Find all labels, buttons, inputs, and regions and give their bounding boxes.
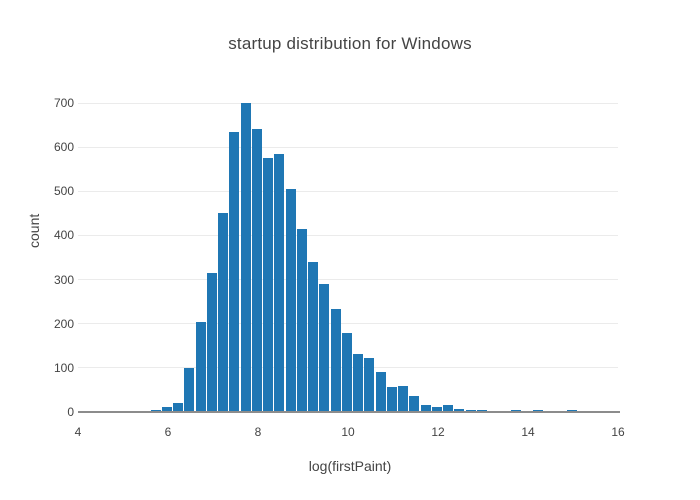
x-axis-title: log(firstPaint) xyxy=(308,458,392,474)
x-tick-label: 10 xyxy=(341,425,355,439)
histogram-bar[interactable] xyxy=(465,409,476,412)
y-axis-title: count xyxy=(26,213,42,248)
histogram-bar[interactable] xyxy=(218,213,229,412)
y-gridline xyxy=(78,190,618,192)
histogram-bar[interactable] xyxy=(443,405,454,412)
x-tick-label: 14 xyxy=(521,425,535,439)
y-tick-label: 700 xyxy=(53,96,74,110)
histogram-bar[interactable] xyxy=(386,386,397,412)
x-tick-label: 8 xyxy=(254,425,262,439)
histogram-bar[interactable] xyxy=(476,409,487,412)
histogram-bar[interactable] xyxy=(184,367,195,412)
y-tick-label: 600 xyxy=(53,140,74,155)
y-tick-label: 500 xyxy=(53,184,74,199)
histogram-bar[interactable] xyxy=(510,409,521,412)
histogram-bar[interactable] xyxy=(274,153,285,412)
y-gridline xyxy=(78,279,618,281)
histogram-bar[interactable] xyxy=(454,409,465,412)
histogram-bar[interactable] xyxy=(229,131,240,412)
x-tick-label: 4 xyxy=(74,425,82,439)
y-tick-label: 0 xyxy=(67,405,74,419)
y-gridline xyxy=(78,102,618,104)
histogram-bar[interactable] xyxy=(308,261,319,412)
histogram-bar[interactable] xyxy=(420,404,431,412)
y-tick-label: 200 xyxy=(53,316,74,331)
chart-title: startup distribution for Windows xyxy=(228,34,472,53)
histogram-bar[interactable] xyxy=(330,309,341,412)
histogram-bar[interactable] xyxy=(285,189,296,412)
histogram-bar[interactable] xyxy=(173,403,184,412)
histogram-bar[interactable] xyxy=(150,409,161,412)
y-tick-label: 300 xyxy=(53,272,74,287)
histogram-bar[interactable] xyxy=(375,371,386,412)
y-gridline xyxy=(78,146,618,148)
histogram-bar[interactable] xyxy=(240,103,251,412)
histogram-bar[interactable] xyxy=(195,321,206,412)
y-tick-label: 400 xyxy=(53,228,74,243)
y-gridline xyxy=(78,234,618,236)
histogram-bar[interactable] xyxy=(353,354,364,412)
x-tick-label: 12 xyxy=(431,425,445,439)
histogram-bar[interactable] xyxy=(296,228,307,412)
histogram-bar[interactable] xyxy=(263,158,274,412)
histogram-bar[interactable] xyxy=(364,358,375,412)
histogram-bar[interactable] xyxy=(341,333,352,412)
x-axis-line xyxy=(78,411,620,413)
x-tick-label: 16 xyxy=(611,425,625,439)
histogram-bar[interactable] xyxy=(206,272,217,412)
histogram-bar[interactable] xyxy=(161,406,172,412)
histogram-bar[interactable] xyxy=(431,407,442,412)
x-tick-label: 6 xyxy=(164,425,172,439)
y-tick-label: 100 xyxy=(53,360,74,375)
histogram-bar[interactable] xyxy=(398,385,409,412)
histogram-bar[interactable] xyxy=(319,283,330,412)
histogram-bar[interactable] xyxy=(409,395,420,412)
y-gridline xyxy=(78,323,618,325)
histogram-bar[interactable] xyxy=(251,129,262,412)
